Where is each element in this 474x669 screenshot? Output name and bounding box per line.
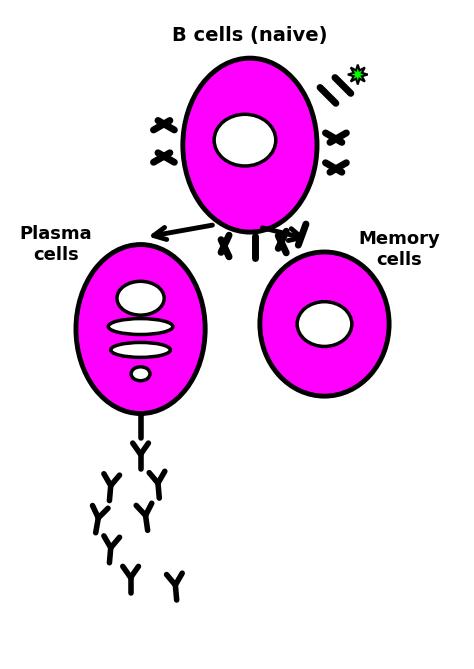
Polygon shape xyxy=(348,65,368,84)
Ellipse shape xyxy=(76,245,205,413)
Ellipse shape xyxy=(214,114,276,166)
Text: B cells (naive): B cells (naive) xyxy=(172,26,328,45)
Ellipse shape xyxy=(111,343,170,357)
Text: Plasma
cells: Plasma cells xyxy=(20,225,92,264)
Ellipse shape xyxy=(117,281,164,315)
Ellipse shape xyxy=(183,58,317,232)
Ellipse shape xyxy=(297,302,352,347)
Ellipse shape xyxy=(260,252,389,396)
Ellipse shape xyxy=(108,318,173,334)
Text: Memory
cells: Memory cells xyxy=(358,230,440,269)
Ellipse shape xyxy=(131,367,150,381)
